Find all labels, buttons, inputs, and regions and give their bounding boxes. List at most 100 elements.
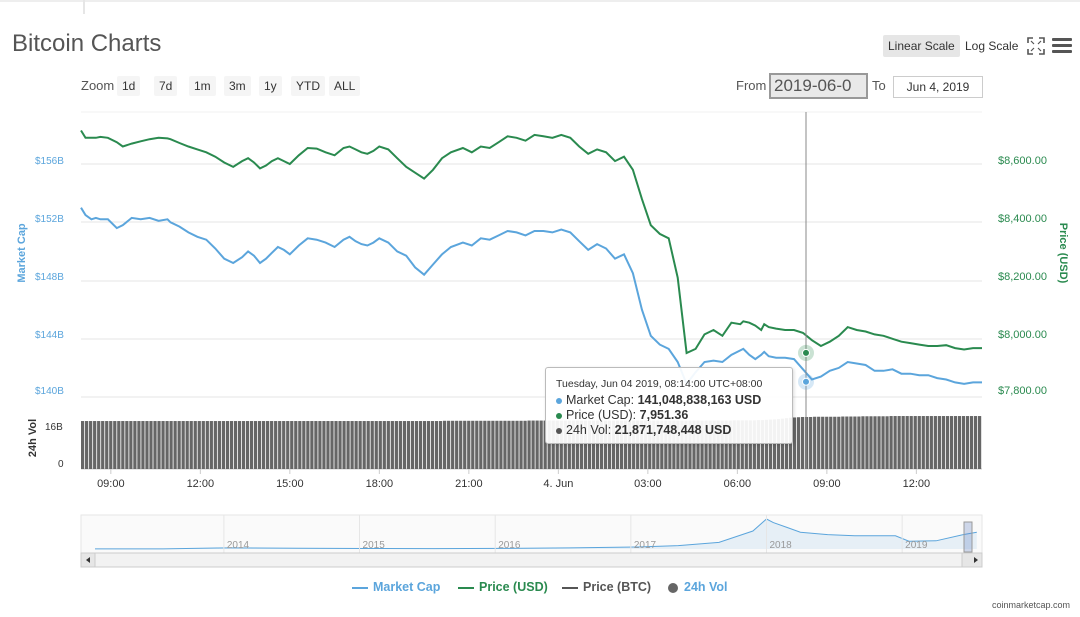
- x-axis-ticks: 09:00 12:00 15:00 18:00 21:00 4. Jun 03:00 06:0…: [97, 469, 930, 490]
- zoom-1y-button[interactable]: 1y: [259, 76, 282, 96]
- volume-bar: [869, 416, 873, 469]
- page-title: Bitcoin Charts: [12, 30, 162, 57]
- volume-bar: [266, 421, 270, 469]
- log-scale-button[interactable]: Log Scale: [965, 39, 1019, 53]
- x-tick-label: 09:00: [97, 478, 125, 490]
- volume-bar: [877, 416, 881, 469]
- zoom-7d-button[interactable]: 7d: [154, 76, 178, 96]
- volume-bar: [370, 421, 374, 469]
- market-cap-marker: [802, 377, 810, 386]
- navigator-handle[interactable]: [963, 521, 973, 553]
- volume-bar: [467, 420, 471, 469]
- volume-bar: [628, 420, 632, 469]
- volume-bar: [117, 421, 121, 469]
- volume-tick: 0: [58, 459, 64, 470]
- volume-bar: [165, 421, 169, 469]
- zoom-1d-button[interactable]: 1d: [117, 76, 141, 96]
- from-label: From: [736, 78, 767, 93]
- volume-bar: [511, 420, 515, 469]
- x-tick-label: 21:00: [455, 478, 483, 490]
- volume-bar: [760, 420, 764, 469]
- volume-bar: [471, 420, 475, 469]
- volume-bar: [664, 420, 668, 469]
- volume-bar: [205, 421, 209, 469]
- volume-bar: [278, 421, 282, 469]
- legend-market-cap-label: Market Cap: [373, 580, 441, 594]
- volume-bar: [257, 421, 262, 469]
- volume-bar: [451, 420, 455, 469]
- navigator-area: [95, 519, 977, 549]
- volume-bar: [768, 419, 773, 469]
- tooltip-volume-label: 24h Vol:: [566, 423, 612, 437]
- volume-bar: [310, 421, 314, 469]
- volume-bar: [475, 420, 479, 469]
- y-right-tick: $8,400.00: [998, 213, 1047, 225]
- volume-bar: [825, 416, 829, 469]
- legend-price-btc[interactable]: Price (BTC): [562, 580, 651, 594]
- from-date-input[interactable]: 2019-06-0: [769, 73, 868, 99]
- volume-bar: [893, 416, 897, 469]
- linear-scale-button[interactable]: Linear Scale: [883, 35, 960, 57]
- legend-market-cap[interactable]: Market Cap: [352, 580, 440, 594]
- fullscreen-icon[interactable]: [1027, 37, 1045, 55]
- volume-bar: [809, 416, 813, 469]
- volume-bar: [708, 420, 712, 469]
- volume-bar: [660, 420, 664, 469]
- navigator-scrollbar[interactable]: [80, 552, 983, 568]
- volume-bar: [748, 420, 752, 469]
- legend-24h-vol[interactable]: 24h Vol: [667, 580, 728, 594]
- volume-bar: [459, 420, 463, 469]
- volume-bar: [422, 421, 427, 469]
- to-date-input[interactable]: Jun 4, 2019: [893, 76, 983, 98]
- y-left-tick: $140B: [35, 386, 64, 397]
- volume-bar: [885, 416, 889, 469]
- volume-bar: [455, 420, 459, 469]
- zoom-3m-button[interactable]: 3m: [224, 76, 251, 96]
- chart-tooltip: Tuesday, Jun 04 2019, 08:14:00 UTC+08:00…: [545, 367, 793, 444]
- volume-bar: [374, 421, 378, 469]
- y-left-tick: $156B: [35, 156, 64, 167]
- volume-bar: [394, 421, 398, 469]
- volume-bar: [105, 421, 109, 469]
- volume-bar: [897, 416, 901, 469]
- volume-bar: [945, 416, 950, 469]
- volume-bar: [937, 416, 941, 469]
- market-cap-dot-icon: [556, 397, 562, 404]
- zoom-all-button[interactable]: ALL: [329, 76, 361, 96]
- volume-bar: [720, 420, 724, 469]
- navigator-series: 2014 2015 2016 2017 2018 2019: [95, 515, 977, 553]
- volume-bar: [901, 416, 905, 469]
- volume-bar: [209, 421, 213, 469]
- volume-bar: [153, 421, 157, 469]
- zoom-1m-button[interactable]: 1m: [189, 76, 216, 96]
- volume-bar: [929, 416, 933, 469]
- volume-bar: [624, 420, 628, 469]
- scroll-right-button[interactable]: [961, 552, 983, 568]
- volume-bar: [656, 420, 660, 469]
- volume-bar: [290, 421, 294, 469]
- volume-bar: [583, 420, 588, 469]
- volume-bar: [274, 421, 278, 469]
- volume-bar: [845, 416, 849, 469]
- volume-bar: [85, 421, 89, 469]
- volume-bar: [217, 421, 221, 469]
- navigator-year-label: 2014: [227, 540, 250, 551]
- x-tick-label: 15:00: [276, 478, 304, 490]
- menu-icon[interactable]: [1052, 38, 1072, 54]
- volume-bar: [857, 416, 861, 469]
- legend-price-usd[interactable]: Price (USD): [458, 580, 548, 594]
- volume-bar: [177, 421, 181, 469]
- volume-bar: [668, 420, 672, 469]
- zoom-ytd-button[interactable]: YTD: [291, 76, 325, 96]
- volume-bar: [531, 420, 535, 469]
- volume-bar: [225, 421, 230, 469]
- price-btc-swatch-icon: [562, 586, 578, 589]
- volume-bar: [410, 421, 415, 469]
- volume-bar: [193, 421, 197, 469]
- volume-bar: [941, 416, 945, 469]
- volume-bar: [772, 419, 777, 469]
- y-right-tick: $8,200.00: [998, 271, 1047, 283]
- volume-bar: [619, 420, 624, 469]
- volume-bar: [390, 421, 394, 469]
